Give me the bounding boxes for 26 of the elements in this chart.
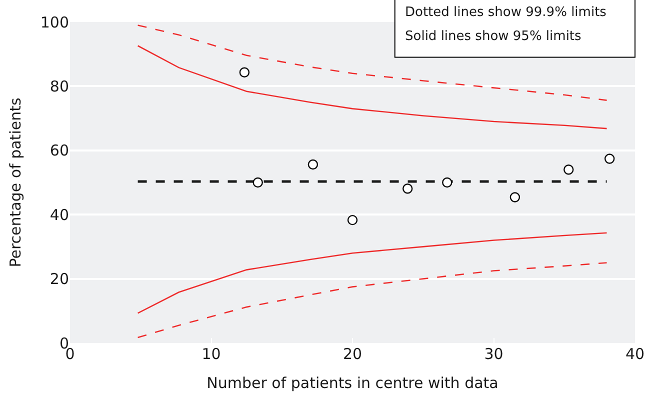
x-tick-label: 10 bbox=[202, 345, 221, 363]
x-tick-label: 20 bbox=[342, 345, 362, 363]
y-tick-label: 40 bbox=[50, 206, 69, 224]
x-tick-label: 40 bbox=[625, 345, 645, 363]
x-tick-label: 30 bbox=[484, 345, 504, 363]
point bbox=[347, 214, 358, 226]
point bbox=[510, 192, 520, 202]
y-tick-label: 80 bbox=[50, 77, 69, 96]
line-series bbox=[137, 262, 608, 338]
point bbox=[604, 154, 615, 164]
line-series bbox=[137, 24, 608, 101]
y-axis-title: Percentage of patients bbox=[6, 98, 25, 268]
line-series bbox=[137, 232, 608, 314]
point bbox=[308, 159, 318, 170]
y-tick-label: 20 bbox=[50, 270, 69, 288]
y-tick-label: 60 bbox=[50, 142, 69, 160]
point bbox=[402, 184, 413, 194]
point bbox=[564, 164, 574, 175]
point bbox=[239, 67, 250, 78]
text: Dotted lines show 99.9% limits bbox=[405, 5, 607, 20]
y-tick-label: 100 bbox=[40, 13, 69, 32]
annotation: Solid lines show 95% limits bbox=[405, 29, 582, 44]
point bbox=[442, 177, 452, 188]
point bbox=[252, 177, 263, 188]
x-axis-title: Number of patients in centre with data bbox=[206, 374, 498, 392]
line-series bbox=[137, 45, 608, 130]
